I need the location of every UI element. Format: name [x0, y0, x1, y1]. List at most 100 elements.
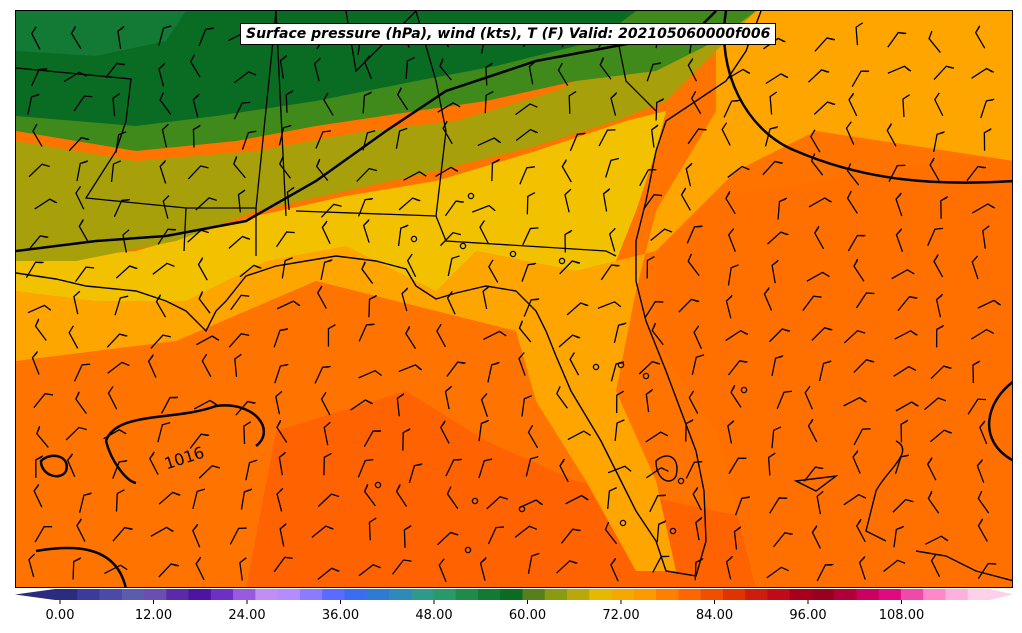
- wind-barb: [766, 566, 789, 579]
- wind-barb: [528, 60, 536, 85]
- wind-barb: [196, 335, 220, 346]
- wind-barb: [65, 426, 87, 441]
- wind-barb: [727, 228, 736, 252]
- wind-barb: [607, 487, 618, 509]
- state-boundary: [295, 210, 617, 257]
- wind-barb: [734, 496, 750, 516]
- wind-barb: [883, 559, 906, 573]
- wind-barb: [161, 123, 169, 148]
- wind-barb: [27, 304, 52, 314]
- wind-barb: [112, 93, 120, 117]
- wind-barb: [566, 302, 589, 316]
- wind-barb: [807, 69, 830, 83]
- wind-barb: [807, 418, 818, 443]
- calm-marker: [459, 242, 467, 250]
- wind-barb: [198, 291, 211, 314]
- colorbar-cell: [567, 589, 590, 600]
- wind-barb: [356, 167, 378, 182]
- wind-barb: [895, 228, 904, 252]
- wind-barb: [235, 400, 256, 416]
- wind-barb: [323, 452, 332, 476]
- wind-barb: [276, 419, 288, 443]
- state-boundary: [615, 30, 657, 112]
- wind-barb: [442, 120, 453, 145]
- wind-barb: [105, 62, 125, 79]
- wind-barb: [686, 225, 703, 244]
- wind-barb: [396, 87, 409, 111]
- wind-barb: [152, 262, 175, 275]
- wind-barb: [613, 322, 627, 343]
- wind-barb: [70, 26, 82, 50]
- wind-barb: [32, 123, 43, 147]
- wind-barb: [771, 355, 784, 376]
- wind-barb: [435, 166, 459, 177]
- colorbar-cell: [99, 589, 123, 600]
- colorbar-cell: [277, 589, 301, 600]
- wind-barb: [228, 235, 251, 249]
- wind-barb: [487, 526, 505, 545]
- wind-barb: [316, 285, 327, 309]
- wind-barb: [525, 456, 539, 477]
- wind-barb: [401, 287, 409, 312]
- wind-barb: [75, 186, 85, 210]
- wind-barb: [403, 525, 412, 548]
- wind-barb: [34, 526, 53, 543]
- wind-barb: [73, 363, 91, 382]
- colorbar-cell: [433, 589, 457, 600]
- wind-barb: [358, 563, 381, 577]
- wind-barb: [479, 557, 487, 581]
- wind-barb: [693, 325, 703, 350]
- wind-barb: [158, 491, 181, 505]
- wind-barb: [725, 191, 736, 215]
- colorbar-cell: [388, 589, 412, 600]
- colorbar-cell: [166, 589, 190, 600]
- coastline: [16, 11, 1012, 582]
- wind-barb: [763, 37, 786, 50]
- wind-barb: [687, 58, 698, 82]
- wind-barb: [234, 353, 242, 377]
- wind-barb: [934, 92, 944, 117]
- wind-barb: [894, 454, 909, 475]
- wind-barb: [935, 293, 944, 318]
- colorbar-cell: [366, 589, 390, 600]
- wind-barb: [564, 188, 572, 213]
- wind-barb: [327, 324, 336, 347]
- wind-barb: [403, 171, 427, 181]
- wind-barb: [440, 420, 450, 444]
- wind-barb: [159, 92, 172, 115]
- wind-barb: [114, 295, 129, 316]
- wind-barb: [521, 262, 537, 282]
- wind-barb: [72, 557, 82, 580]
- wind-barb: [488, 259, 499, 283]
- wind-barb: [656, 520, 667, 543]
- wind-barb: [155, 294, 167, 318]
- wind-barb: [478, 419, 490, 442]
- wind-barb: [317, 493, 340, 507]
- calm-marker: [619, 519, 627, 527]
- wind-barb: [357, 197, 374, 217]
- wind-barb: [444, 200, 465, 217]
- calm-marker: [464, 546, 472, 554]
- wind-barb: [527, 424, 539, 449]
- wind-barb: [843, 493, 867, 506]
- wind-barb: [241, 130, 257, 150]
- wind-barb: [935, 324, 945, 348]
- wind-barb: [816, 563, 834, 582]
- wind-barb: [28, 235, 49, 251]
- wind-barb: [685, 162, 693, 187]
- wind-barb: [73, 290, 81, 315]
- wind-barb: [320, 259, 333, 281]
- wind-barb: [106, 333, 128, 348]
- colorbar-tick-label: 60.00: [509, 608, 546, 623]
- wind-barb: [559, 260, 581, 275]
- wind-barb: [195, 197, 217, 211]
- colorbar-tick-label: 12.00: [135, 608, 172, 623]
- wind-barb: [560, 528, 581, 544]
- wind-barb: [933, 65, 955, 80]
- wind-barb: [852, 450, 861, 474]
- colorbar-cell: [656, 589, 679, 600]
- wind-barb: [363, 55, 373, 79]
- wind-barb: [855, 22, 864, 46]
- wind-barb: [887, 65, 912, 74]
- wind-barb: [972, 360, 981, 384]
